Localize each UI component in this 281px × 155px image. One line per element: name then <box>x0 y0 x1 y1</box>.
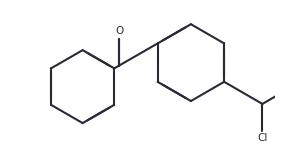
Text: O: O <box>115 26 123 36</box>
Text: Cl: Cl <box>257 133 268 143</box>
